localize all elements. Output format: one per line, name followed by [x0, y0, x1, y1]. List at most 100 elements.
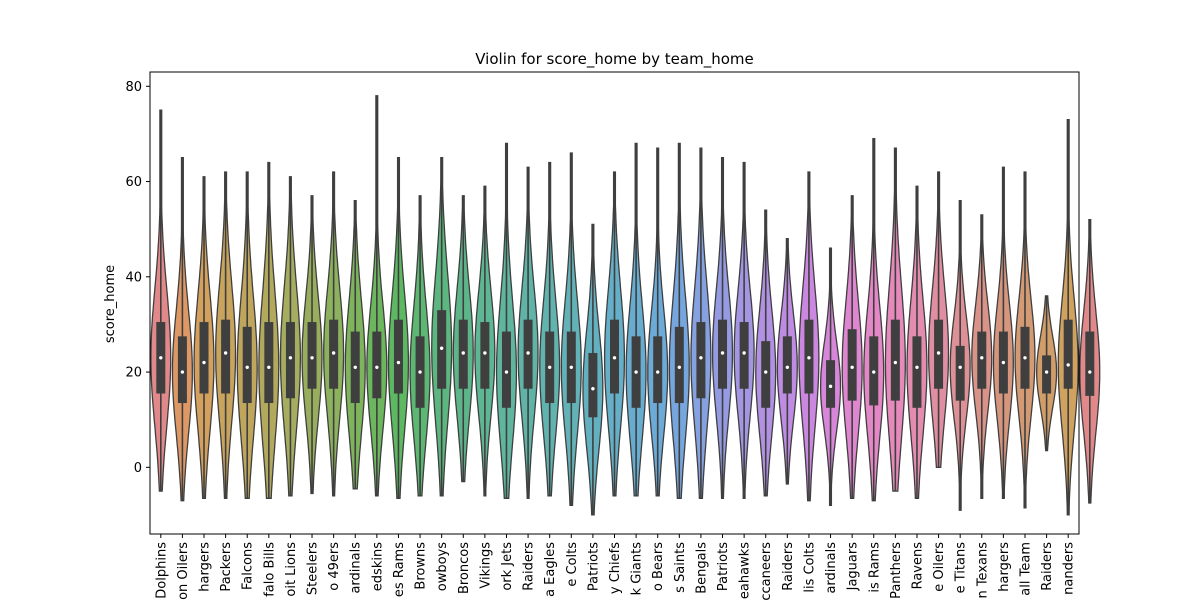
violin-median: [1066, 363, 1070, 367]
violin-median: [612, 356, 617, 360]
y-tick-label: 0: [134, 461, 142, 476]
violin-8: [323, 171, 345, 497]
violin-iqr-box: [890, 319, 900, 401]
violin-1: [171, 157, 193, 502]
violin-median: [742, 351, 746, 355]
violin-median: [245, 365, 249, 369]
violin-median: [720, 351, 725, 355]
violin-median: [1001, 360, 1006, 365]
violin-iqr-box: [199, 322, 209, 394]
violin-41: [1036, 295, 1058, 452]
violin-32: [841, 195, 863, 499]
violin-iqr-box: [307, 322, 317, 389]
x-tick-label: ccaneers: [759, 542, 774, 600]
violin-23: [647, 147, 669, 497]
violin-median: [980, 356, 984, 360]
violin-26: [711, 157, 734, 499]
x-tick-label: Jaguars: [846, 542, 861, 592]
violin-iqr-box: [782, 336, 792, 394]
x-tick-label: on Oilers: [176, 542, 191, 600]
violin-median: [353, 365, 357, 369]
violin-10: [366, 95, 388, 497]
violin-33: [863, 138, 885, 502]
violin-iqr-box: [393, 319, 403, 394]
x-tick-label: Packers: [219, 542, 234, 592]
violin-iqr-box: [1085, 331, 1095, 396]
y-axis: 0 20 40 60 80: [125, 80, 150, 476]
violin-median: [1023, 356, 1027, 360]
x-tick-label: o Bears: [651, 542, 666, 591]
x-tick-label: ardinals: [349, 542, 364, 594]
violin-median: [180, 370, 185, 374]
violin-iqr-box: [826, 360, 836, 408]
x-tick-label: edskins: [370, 542, 385, 591]
violin-iqr-box: [955, 345, 965, 401]
y-axis-label: score_home: [103, 265, 118, 343]
x-tick-label: Patriots: [716, 542, 731, 591]
violin-median: [915, 365, 919, 369]
violin-12: [409, 195, 431, 497]
violin-iqr-box: [696, 322, 706, 399]
violin-43: [1079, 218, 1101, 504]
violin-7: [301, 195, 323, 495]
x-tick-label: Bengals: [694, 542, 709, 594]
x-tick-label: Vikings: [478, 542, 493, 589]
x-tick-label: eahawks: [738, 542, 753, 599]
violin-6: [279, 176, 302, 497]
x-tick-label: s Saints: [673, 542, 688, 593]
violin-median: [396, 360, 401, 365]
violin-median: [310, 356, 314, 360]
chart-title: Violin for score_home by team_home: [475, 50, 753, 69]
violin-median: [439, 346, 444, 350]
x-tick-label: o 49ers: [327, 542, 342, 591]
violin-median: [288, 356, 293, 360]
x-tick-label: hargers: [198, 542, 213, 592]
y-tick-label: 40: [125, 270, 142, 285]
violin-median: [461, 351, 465, 355]
violin-iqr-box: [177, 336, 187, 404]
violin-27: [733, 161, 755, 499]
violin-31: [819, 247, 842, 507]
x-tick-label: y Chiefs: [608, 542, 623, 594]
violin-median: [375, 365, 379, 369]
x-axis: Dolphins on Oilers hargers Packers Falcons fa…: [154, 534, 1077, 600]
violin-median: [872, 370, 876, 374]
violin-30: [798, 171, 820, 502]
x-tick-label: hargers: [997, 542, 1012, 592]
violin-median: [634, 370, 638, 374]
violin-34: [884, 147, 906, 492]
x-tick-label: lis Colts: [802, 542, 817, 593]
violin-median: [331, 351, 336, 355]
x-tick-label: Dolphins: [154, 542, 169, 599]
violin-median: [936, 351, 941, 355]
plot-frame: [149, 71, 1080, 535]
violin-40: [1014, 171, 1036, 509]
violin-0: [150, 109, 172, 492]
violin-25: [690, 147, 712, 499]
violin-20: [582, 223, 604, 516]
violin-median: [699, 356, 703, 360]
x-tick-label: es Rams: [392, 542, 407, 597]
violin-iqr-box: [1063, 319, 1073, 389]
violin-14: [452, 195, 474, 483]
violin-iqr-box: [501, 331, 511, 408]
x-tick-label: is Rams: [867, 542, 882, 593]
violin-median: [202, 360, 206, 365]
violin-iqr-box: [674, 326, 684, 404]
violin-median: [223, 351, 228, 355]
x-tick-label: e Colts: [565, 542, 580, 587]
violin-median: [656, 370, 660, 374]
violin-9: [344, 199, 366, 490]
y-tick-label: 80: [125, 80, 142, 95]
violin-median: [569, 365, 573, 369]
x-tick-label: Raiders: [1040, 542, 1055, 591]
x-tick-label: a Eagles: [543, 542, 558, 597]
x-tick-label: ardinals: [824, 542, 839, 594]
violin-iqr-box: [653, 336, 663, 404]
x-tick-label: owboys: [435, 542, 450, 591]
violin-median: [591, 387, 595, 391]
violin-median: [764, 370, 768, 374]
x-tick-label: falo Bills: [262, 542, 277, 597]
violin-iqr-box: [1042, 355, 1052, 394]
